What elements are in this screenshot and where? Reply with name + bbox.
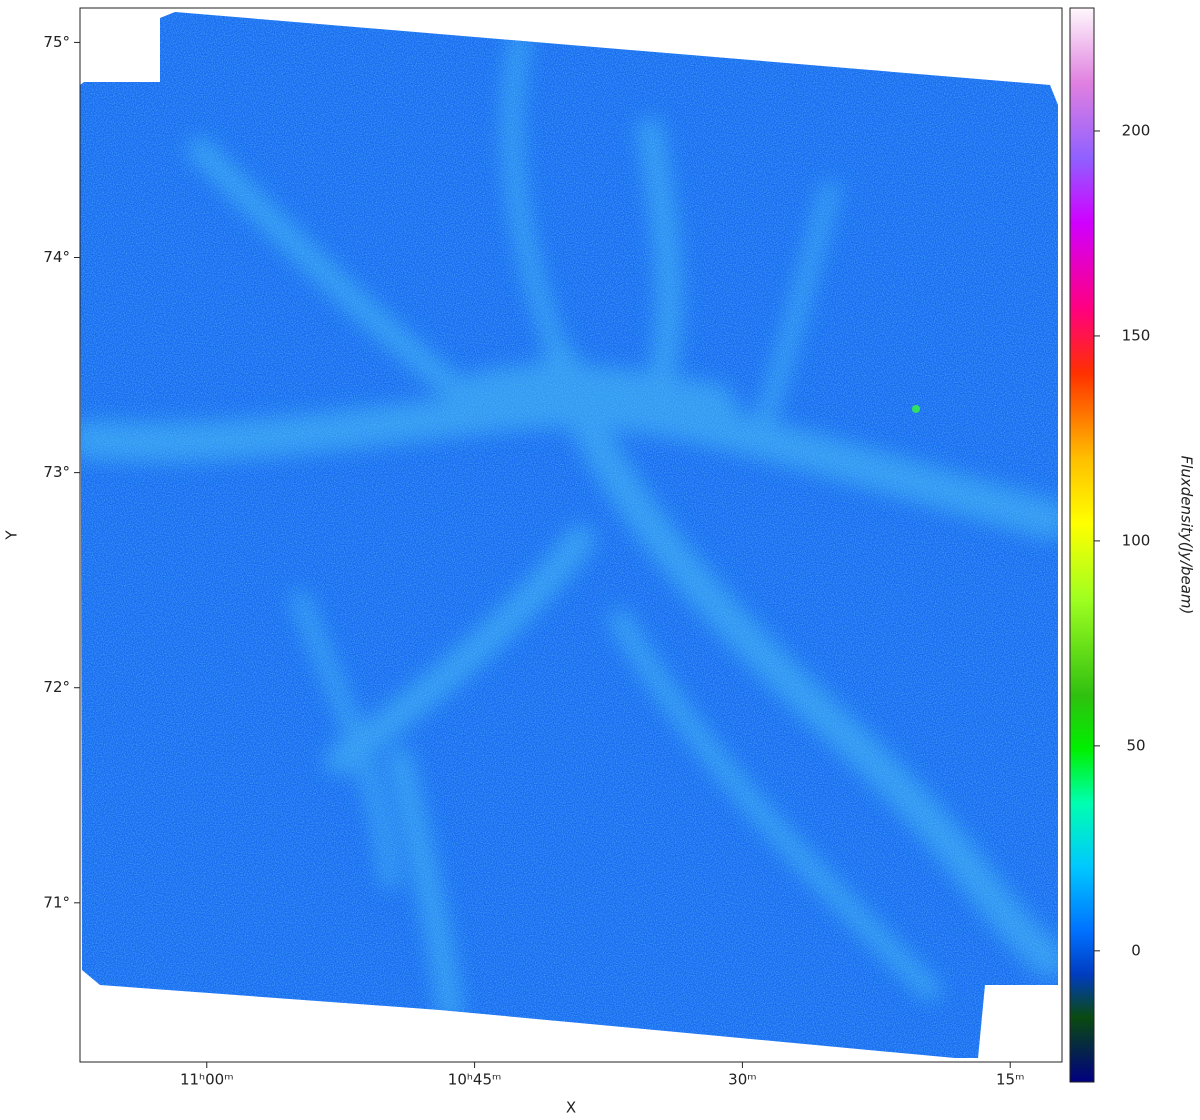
x-tick-label: 11ʰ00ᵐ (180, 1071, 234, 1089)
colorbar-tick-label: 50 (1126, 736, 1145, 754)
plot-frame (79, 7, 1063, 1063)
y-tick-label: 74° (43, 248, 70, 266)
colorbar-tick-label: 100 (1122, 531, 1151, 549)
x-axis-label: X (566, 1099, 576, 1117)
y-axis-label: Y (3, 530, 21, 541)
colorbar-tick-label: 0 (1131, 941, 1141, 959)
y-tick-label: 75° (43, 33, 70, 51)
colorbar (1069, 7, 1095, 1083)
y-tick-label: 72° (43, 678, 70, 696)
y-tick-label: 71° (43, 893, 70, 911)
y-tick-label: 73° (43, 463, 70, 481)
colorbar-tick-label: 200 (1122, 121, 1151, 139)
x-tick-label: 30ᵐ (728, 1071, 756, 1089)
colorbar-tick-label: 150 (1122, 326, 1151, 344)
x-tick-label: 10ʰ45ᵐ (448, 1071, 502, 1089)
colorbar-label: Fluxdensity(Jy/beam) (1178, 456, 1196, 615)
image (80, 12, 1058, 1058)
x-tick-label: 15ᵐ (996, 1071, 1024, 1089)
